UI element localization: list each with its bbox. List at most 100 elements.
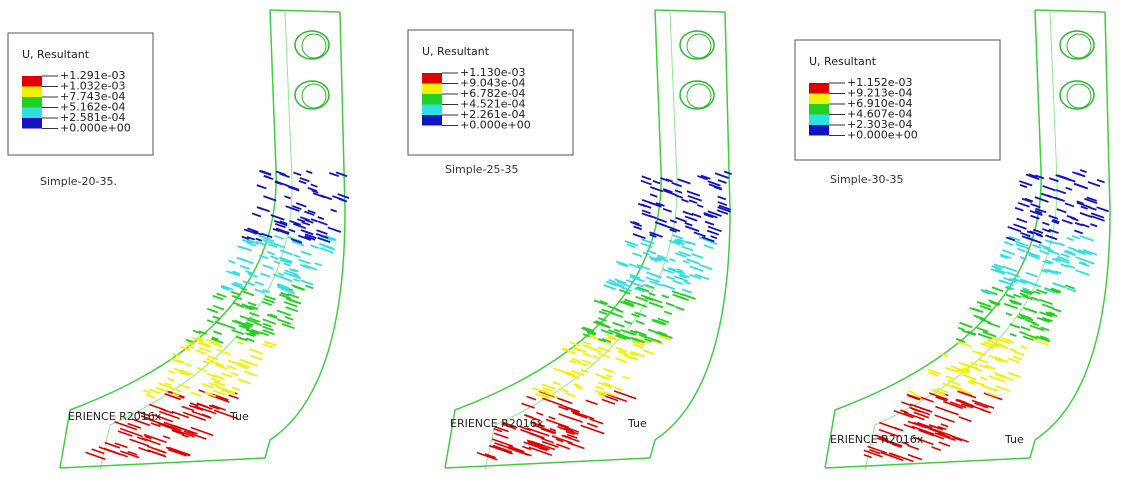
vector-arrow [629,281,644,288]
vector-arrow [631,312,641,318]
vector-arrow [185,344,195,349]
vector-arrow [232,270,241,275]
vector-arrow [1078,249,1093,256]
vector-arrow [211,336,219,341]
vector-arrow [255,240,266,246]
vector-arrow [605,393,628,403]
vector-arrow [581,359,595,366]
vector-arrow [979,342,994,349]
vector-arrow [201,413,211,418]
vector-arrow [590,335,600,341]
vector-arrow [572,412,588,419]
vector-arrow [245,328,260,335]
vector-arrow [136,436,147,442]
vector-arrow [682,259,690,264]
vector-arrow [880,451,904,462]
vector-arrow [237,362,251,369]
vector-arrow [182,411,206,422]
vector-arrow [148,388,161,395]
vector-arrow [1052,307,1062,313]
vector-arrow [672,227,681,232]
vector-arrow [875,434,889,441]
vector-arrow [311,189,319,194]
vector-arrow [640,238,655,245]
vector-arrow [527,441,550,451]
vector-arrow [1048,311,1056,316]
vector-arrow [585,329,597,335]
vector-arrow [192,336,204,343]
vector-arrow [206,338,221,346]
vector-arrow [1001,337,1015,344]
vector-arrow [714,172,729,179]
vector-arrow [1066,236,1074,241]
vector-arrow [1090,223,1098,228]
vector-arrow [305,284,314,290]
vector-arrow [665,302,675,307]
vector-arrow [686,258,700,265]
vector-arrow [142,389,151,394]
vector-arrow [629,351,639,357]
vector-arrow [1019,289,1032,296]
vector-arrow [704,220,715,226]
vector-arrow [912,436,934,446]
vector-arrow [262,318,277,325]
vector-arrow [137,410,150,417]
vector-arrow [634,336,650,344]
vector-arrow [274,234,284,240]
vector-arrow [913,421,927,428]
vector-arrow [1036,339,1049,346]
shank-edge [59,9,341,469]
vector-arrow [238,324,251,331]
watermark: ERIENCE R2016x [450,417,544,430]
vector-arrow [582,340,591,346]
vector-arrow [259,272,271,278]
vector-arrow [494,425,509,433]
vector-arrow [211,404,226,411]
vector-arrow [684,222,693,227]
vector-arrow [1000,279,1014,286]
watermark: ERIENCE R2016x [830,433,924,446]
vector-arrow [1023,288,1035,295]
vector-arrow [698,263,713,271]
shank-edge [824,9,1042,469]
vector-arrow [1079,211,1093,218]
vector-arrow [297,218,306,223]
vector-arrow [312,192,326,199]
vector-arrow [315,232,329,239]
vector-arrow [917,421,933,429]
vector-arrow [212,294,224,301]
vector-arrow [207,355,218,361]
vector-arrow [159,388,168,393]
vector-arrow [1030,296,1040,302]
vector-arrow [558,387,569,393]
vector-arrow [689,273,702,280]
vector-arrow [1048,214,1059,220]
vector-arrow [1029,209,1043,217]
vector-arrow [212,374,226,380]
vector-arrow [212,304,225,311]
vector-arrow [1001,344,1009,349]
vector-arrow [237,364,248,370]
vector-arrow [1086,196,1098,202]
vector-arrow [1045,269,1059,276]
vector-arrow [276,309,292,317]
vector-arrow [648,292,656,297]
legend-value: +2.261e-04 [460,108,525,121]
vector-arrow [292,205,302,211]
vector-arrow [1032,244,1042,249]
vector-arrow [593,320,606,327]
vector-arrow [1006,285,1015,290]
shank-edge [444,9,662,469]
vector-arrow [629,273,641,279]
vector-arrow [1066,214,1077,220]
vector-arrow [190,391,202,397]
vector-arrow [989,340,1004,347]
vector-arrow [208,404,220,410]
vector-arrow [287,293,300,299]
vector-arrow [1049,288,1060,294]
vector-arrow [650,339,664,346]
vector-arrow [616,280,632,288]
vector-arrow [624,320,633,325]
vector-arrow [236,256,246,262]
vector-arrow [621,286,632,292]
